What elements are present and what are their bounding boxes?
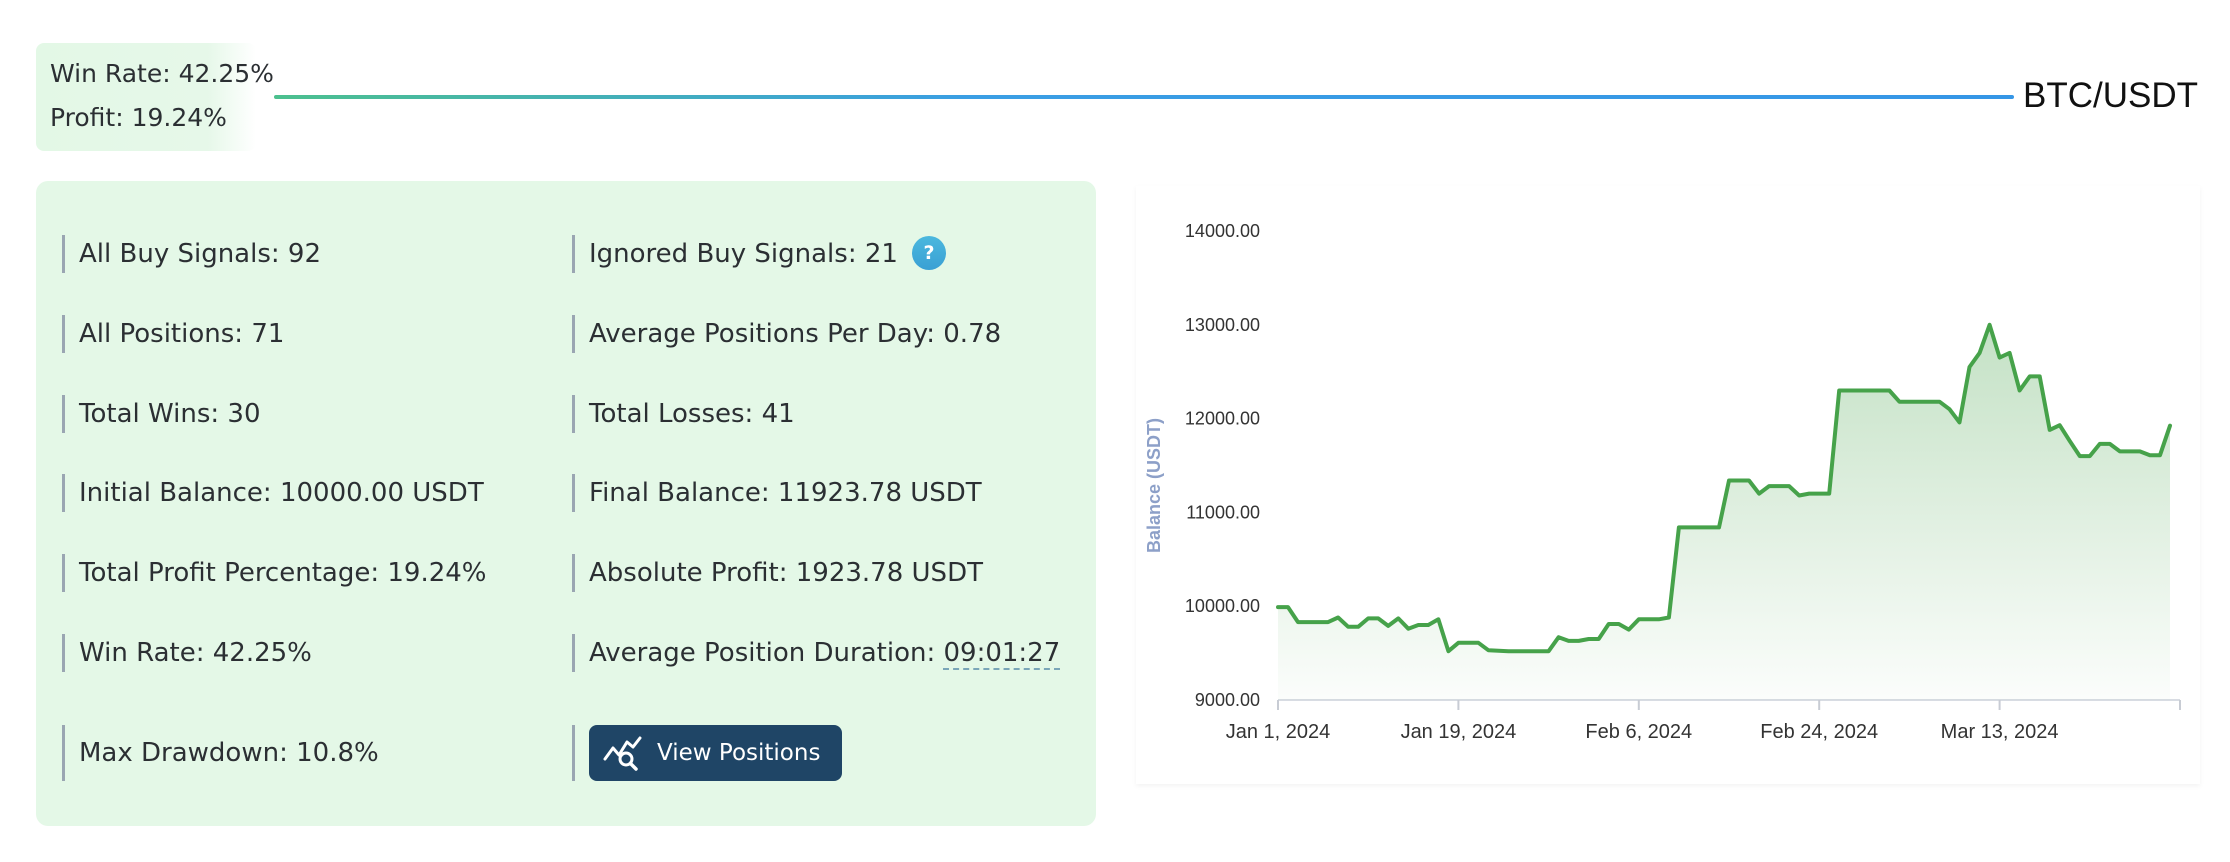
- stat-total-losses: Total Losses: 41: [572, 395, 795, 433]
- stat-value: 30: [227, 399, 261, 429]
- duration-value-tooltip[interactable]: 09:01:27: [943, 638, 1061, 670]
- stat-label: All Buy Signals:: [79, 239, 280, 269]
- stat-absolute-profit: Absolute Profit: 1923.78 USDT: [572, 554, 983, 592]
- trading-pair-title: BTC/USDT: [2023, 76, 2198, 115]
- header-divider: [274, 95, 2014, 99]
- stat-avg-positions-per-day: Average Positions Per Day: 0.78: [572, 315, 1001, 353]
- x-tick-label: Feb 6, 2024: [1585, 721, 1692, 743]
- stat-initial-balance: Initial Balance: 10000.00 USDT: [62, 474, 484, 512]
- y-axis-title: Balance (USDT): [1144, 418, 1164, 553]
- stat-value: 0.78: [943, 319, 1002, 349]
- stat-value: 21: [864, 239, 898, 269]
- summary-profit: Profit: 19.24%: [50, 103, 227, 132]
- stat-label: Ignored Buy Signals:: [589, 239, 857, 269]
- stat-value: 10000.00 USDT: [279, 478, 484, 508]
- stat-value: 1923.78 USDT: [795, 558, 983, 588]
- stat-label: Final Balance:: [589, 478, 770, 508]
- view-positions-container: View Positions: [572, 725, 843, 781]
- stat-label: Average Positions Per Day:: [589, 319, 935, 349]
- stat-value: 41: [761, 399, 795, 429]
- x-tick-label: Jan 1, 2024: [1226, 721, 1331, 743]
- view-positions-label: View Positions: [657, 740, 821, 766]
- help-icon[interactable]: ?: [911, 235, 946, 270]
- balance-chart-svg: 9000.00 10000.00 11000.00 12000.00 13000.00 1…: [1144, 221, 2181, 743]
- y-tick-label: 13000.00: [1185, 315, 1260, 335]
- chart-search-icon: [603, 735, 643, 771]
- stat-all-buy-signals: All Buy Signals: 92: [62, 235, 321, 273]
- x-tick-label: Mar 13, 2024: [1941, 721, 2059, 743]
- summary-win-rate: Win Rate: 42.25%: [50, 59, 274, 88]
- backtest-stats-panel: All Buy Signals: 92 Ignored Buy Signals:…: [36, 181, 1096, 826]
- stat-label: Total Profit Percentage:: [79, 558, 380, 588]
- stat-final-balance: Final Balance: 11923.78 USDT: [572, 474, 982, 512]
- y-tick-label: 10000.00: [1185, 596, 1260, 616]
- y-tick-label: 11000.00: [1186, 502, 1260, 522]
- stat-label: Win Rate:: [79, 638, 205, 668]
- stat-ignored-buy-signals: Ignored Buy Signals: 21?: [572, 235, 946, 273]
- balance-chart: 9000.00 10000.00 11000.00 12000.00 13000.00 1…: [1136, 186, 2200, 784]
- stat-max-drawdown: Max Drawdown: 10.8%: [62, 725, 379, 781]
- stat-label: Total Losses:: [589, 399, 754, 429]
- y-axis: 9000.00 10000.00 11000.00 12000.00 13000.00 1…: [1185, 221, 1260, 710]
- stat-value: 10.8%: [296, 738, 379, 768]
- x-axis: Jan 1, 2024 Jan 19, 2024 Feb 6, 2024 Feb 24…: [1226, 699, 2181, 743]
- stat-value: 11923.78 USDT: [777, 478, 982, 508]
- stat-value: 19.24%: [387, 558, 487, 588]
- stat-total-profit-percentage: Total Profit Percentage: 19.24%: [62, 554, 487, 592]
- stat-value: 92: [287, 239, 321, 269]
- stat-label: Average Position Duration:: [589, 638, 936, 668]
- x-tick-label: Jan 19, 2024: [1401, 721, 1517, 743]
- y-tick-label: 12000.00: [1185, 409, 1260, 429]
- stat-all-positions: All Positions: 71: [62, 315, 284, 353]
- x-tick-label: Feb 24, 2024: [1760, 721, 1878, 743]
- stat-label: Max Drawdown:: [79, 738, 288, 768]
- stat-avg-position-duration: Average Position Duration: 09:01:27: [572, 634, 1061, 672]
- y-tick-label: 14000.00: [1185, 221, 1260, 241]
- stat-label: Initial Balance:: [79, 478, 272, 508]
- stat-label: Absolute Profit:: [589, 558, 788, 588]
- stat-total-wins: Total Wins: 30: [62, 395, 261, 433]
- stat-label: All Positions:: [79, 319, 244, 349]
- stat-value: 71: [251, 319, 285, 349]
- balance-line: [1276, 322, 2172, 654]
- view-positions-button[interactable]: View Positions: [589, 725, 843, 781]
- summary-badge: Win Rate: 42.25% Profit: 19.24%: [36, 43, 274, 151]
- stat-label: Total Wins:: [79, 399, 220, 429]
- stat-value: 42.25%: [212, 638, 312, 668]
- y-tick-label: 9000.00: [1195, 690, 1260, 710]
- stat-win-rate: Win Rate: 42.25%: [62, 634, 312, 672]
